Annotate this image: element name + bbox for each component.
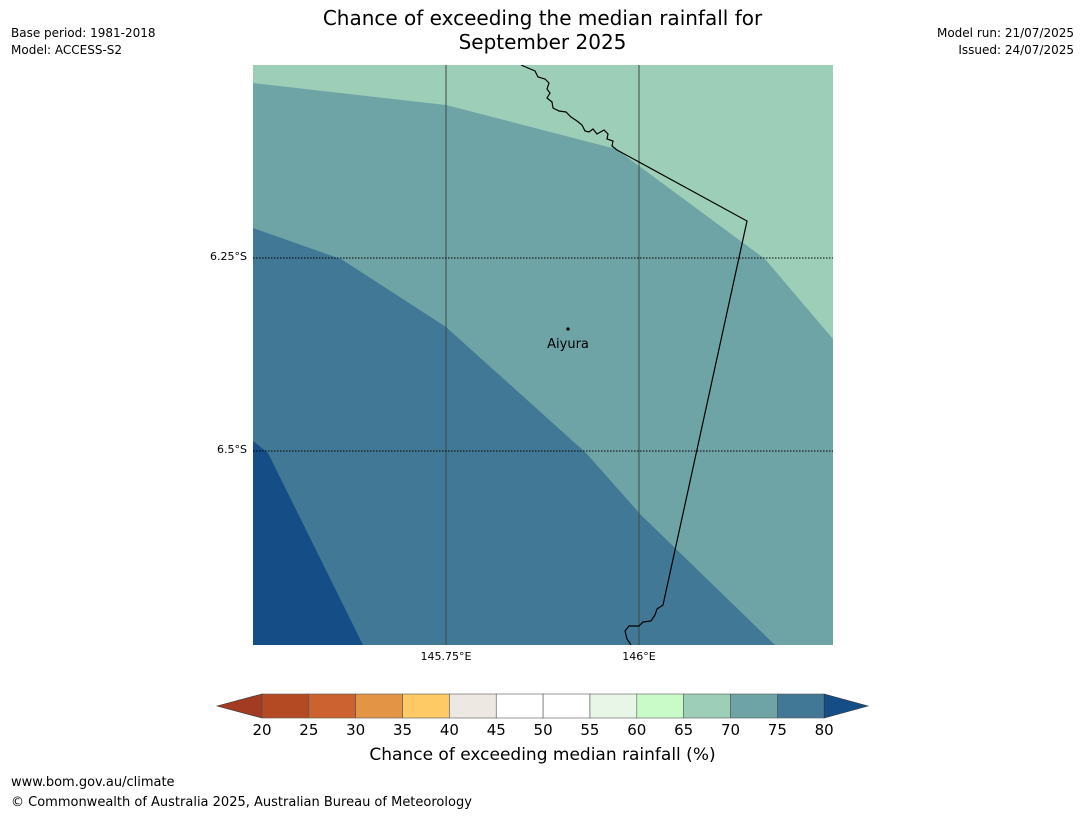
aiyura-marker <box>566 327 570 331</box>
legend-tick-70: 70 <box>720 721 741 739</box>
legend-arrow-high <box>823 693 870 719</box>
legend-tick-30: 30 <box>346 721 366 739</box>
model-text: Model: ACCESS-S2 <box>11 43 123 57</box>
legend-tick-50: 50 <box>533 721 553 739</box>
region-75-80 <box>253 228 775 645</box>
legend-swatch-35-40 <box>402 693 450 719</box>
legend-tick-75: 75 <box>767 721 787 739</box>
legend-swatch-30-35 <box>355 693 403 719</box>
lat-tick-6-5: 6.5°S <box>217 443 247 456</box>
lon-tick-146: 146°E <box>622 650 656 663</box>
legend-tick-60: 60 <box>627 721 647 739</box>
lat-tick-6-25: 6.25°S <box>210 250 247 263</box>
model-run-text: Model run: 21/07/2025 <box>936 26 1074 40</box>
legend-title: Chance of exceeding median rainfall (%) <box>369 745 716 765</box>
legend-tick-45: 45 <box>486 721 506 739</box>
legend-tick-35: 35 <box>393 721 413 739</box>
province-boundary <box>520 65 748 645</box>
legend-colorbar <box>215 693 870 719</box>
legend-swatch-60-65 <box>636 693 684 719</box>
legend-tick-55: 55 <box>580 721 600 739</box>
legend-arrow-low <box>215 693 263 719</box>
footer-copyright: © Commonwealth of Australia 2025, Austra… <box>11 795 472 810</box>
meta-left: Base period: 1981-2018 Model: ACCESS-S2 <box>11 25 156 59</box>
issued-text: Issued: 24/07/2025 <box>958 43 1074 57</box>
legend-swatch-50-55 <box>542 693 591 719</box>
aiyura-label: Aiyura <box>547 337 589 352</box>
legend-tick-25: 25 <box>299 721 319 739</box>
forecast-map: Aiyura <box>253 65 833 645</box>
title-line-1: Chance of exceeding the median rainfall … <box>322 6 763 30</box>
legend-tick-20: 20 <box>252 721 272 739</box>
legend-swatch-20-25 <box>261 693 310 719</box>
chart-title: Chance of exceeding the median rainfall … <box>200 6 885 54</box>
legend-swatch-65-70 <box>683 693 731 719</box>
legend-tick-40: 40 <box>439 721 459 739</box>
legend-swatch-25-30 <box>308 693 356 719</box>
legend-tick-65: 65 <box>674 721 694 739</box>
region-80-plus <box>253 441 363 645</box>
footer-url: www.bom.gov.au/climate <box>11 775 175 790</box>
legend-tick-80: 80 <box>814 721 834 739</box>
meta-right: Model run: 21/07/2025 Issued: 24/07/2025 <box>937 25 1074 59</box>
legend-swatch-70-75 <box>730 693 778 719</box>
legend-swatch-45-50 <box>495 693 544 719</box>
legend-swatch-55-60 <box>589 693 638 719</box>
legend-swatch-40-45 <box>449 693 497 719</box>
title-line-2: September 2025 <box>458 30 627 54</box>
lon-tick-145-75: 145.75°E <box>420 650 472 663</box>
base-period-text: Base period: 1981-2018 <box>11 26 156 40</box>
legend-swatch-75-80 <box>777 693 825 719</box>
